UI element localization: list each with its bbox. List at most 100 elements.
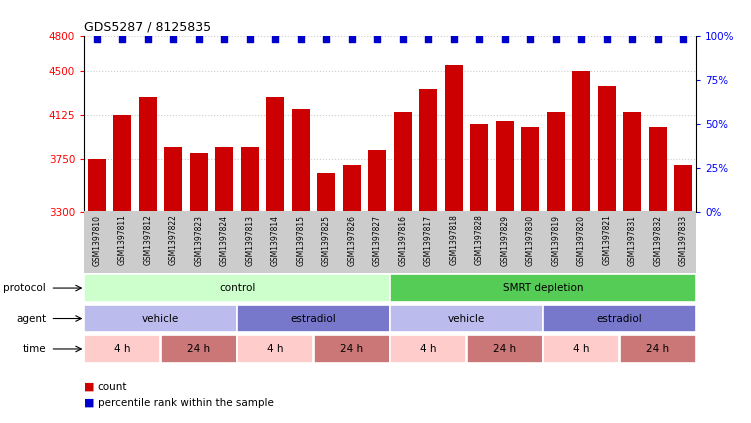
Text: GSM1397828: GSM1397828 xyxy=(475,214,484,266)
Point xyxy=(550,36,562,42)
Bar xyxy=(164,147,182,212)
Point xyxy=(321,36,333,42)
Bar xyxy=(420,88,437,212)
Text: GSM1397832: GSM1397832 xyxy=(653,214,662,266)
Text: GSM1397812: GSM1397812 xyxy=(143,214,152,266)
Bar xyxy=(267,97,285,212)
Point xyxy=(652,36,664,42)
Bar xyxy=(674,165,692,212)
Bar xyxy=(547,112,565,212)
Text: 24 h: 24 h xyxy=(340,344,363,354)
Bar xyxy=(343,165,360,212)
Bar xyxy=(369,150,386,212)
Text: 24 h: 24 h xyxy=(493,344,517,354)
Text: GSM1397826: GSM1397826 xyxy=(348,214,357,266)
Text: vehicle: vehicle xyxy=(142,313,179,324)
Point xyxy=(295,36,307,42)
Text: GSM1397825: GSM1397825 xyxy=(322,214,331,266)
Text: GDS5287 / 8125835: GDS5287 / 8125835 xyxy=(84,20,211,33)
Text: GSM1397823: GSM1397823 xyxy=(195,214,204,266)
Bar xyxy=(598,86,616,212)
Text: GSM1397814: GSM1397814 xyxy=(271,214,280,266)
Text: GSM1397815: GSM1397815 xyxy=(297,214,306,266)
Point xyxy=(167,36,179,42)
Point xyxy=(142,36,154,42)
Point xyxy=(372,36,384,42)
Text: 4 h: 4 h xyxy=(420,344,436,354)
Text: percentile rank within the sample: percentile rank within the sample xyxy=(98,398,273,408)
Point xyxy=(524,36,536,42)
Bar xyxy=(161,335,237,363)
Point xyxy=(626,36,638,42)
Text: GSM1397817: GSM1397817 xyxy=(424,214,433,266)
Text: GSM1397833: GSM1397833 xyxy=(679,214,688,266)
Bar xyxy=(391,275,696,302)
Point xyxy=(473,36,485,42)
Text: 4 h: 4 h xyxy=(573,344,590,354)
Text: ■: ■ xyxy=(84,382,95,392)
Bar xyxy=(292,109,310,212)
Text: GSM1397811: GSM1397811 xyxy=(118,214,127,266)
Bar xyxy=(496,121,514,212)
Text: 4 h: 4 h xyxy=(267,344,284,354)
Text: GSM1397818: GSM1397818 xyxy=(449,214,458,266)
Bar xyxy=(649,126,667,212)
Point xyxy=(91,36,103,42)
Bar xyxy=(544,305,696,332)
Point xyxy=(677,36,689,42)
Text: protocol: protocol xyxy=(4,283,46,293)
Bar xyxy=(470,124,488,212)
Bar xyxy=(237,335,313,363)
Bar xyxy=(84,335,161,363)
Text: GSM1397829: GSM1397829 xyxy=(500,214,509,266)
Text: GSM1397813: GSM1397813 xyxy=(246,214,255,266)
Text: SMRT depletion: SMRT depletion xyxy=(503,283,584,293)
Point xyxy=(219,36,231,42)
Text: control: control xyxy=(219,283,255,293)
Point xyxy=(575,36,587,42)
Bar xyxy=(445,65,463,211)
Bar xyxy=(88,159,106,212)
Bar xyxy=(394,112,412,212)
Bar xyxy=(314,335,390,363)
Bar xyxy=(623,112,641,212)
Bar xyxy=(139,97,157,212)
Text: estradiol: estradiol xyxy=(291,313,336,324)
Text: agent: agent xyxy=(16,313,46,324)
Text: GSM1397819: GSM1397819 xyxy=(551,214,560,266)
Text: vehicle: vehicle xyxy=(448,313,485,324)
Text: GSM1397816: GSM1397816 xyxy=(398,214,407,266)
Bar xyxy=(391,335,466,363)
Text: time: time xyxy=(23,344,46,354)
Bar xyxy=(241,147,259,212)
Bar xyxy=(84,305,237,332)
Bar xyxy=(216,147,234,212)
Text: GSM1397820: GSM1397820 xyxy=(577,214,586,266)
Bar xyxy=(521,126,539,212)
Point xyxy=(499,36,511,42)
Text: GSM1397827: GSM1397827 xyxy=(373,214,382,266)
Bar xyxy=(620,335,696,363)
Text: GSM1397830: GSM1397830 xyxy=(526,214,535,266)
Point xyxy=(116,36,128,42)
Bar xyxy=(318,173,335,212)
Bar xyxy=(237,305,390,332)
Bar xyxy=(544,335,620,363)
Point xyxy=(448,36,460,42)
Point xyxy=(346,36,358,42)
Bar xyxy=(113,115,131,212)
Text: ■: ■ xyxy=(84,398,95,408)
Text: GSM1397824: GSM1397824 xyxy=(220,214,229,266)
Text: GSM1397810: GSM1397810 xyxy=(92,214,101,266)
Bar xyxy=(190,153,208,212)
Bar xyxy=(572,71,590,212)
Point xyxy=(244,36,256,42)
Text: count: count xyxy=(98,382,127,392)
Point xyxy=(270,36,282,42)
Text: 24 h: 24 h xyxy=(647,344,669,354)
Bar xyxy=(467,335,543,363)
Bar xyxy=(84,275,390,302)
Text: GSM1397821: GSM1397821 xyxy=(602,214,611,266)
Text: GSM1397822: GSM1397822 xyxy=(169,214,178,266)
Point xyxy=(193,36,205,42)
